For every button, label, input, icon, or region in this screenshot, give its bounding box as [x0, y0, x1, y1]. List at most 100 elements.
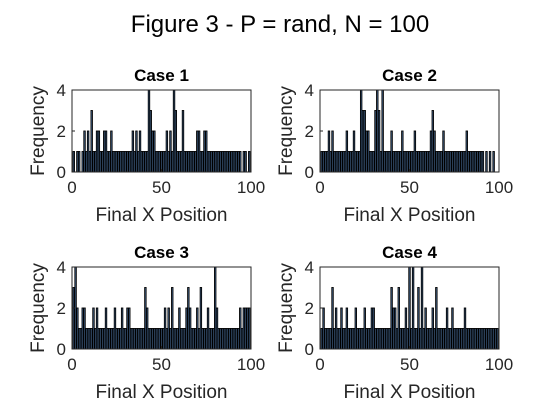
histogram-bar	[110, 130, 113, 173]
histogram-bar	[465, 328, 468, 350]
histogram-bar	[436, 328, 440, 350]
histogram-bar	[115, 328, 118, 350]
histogram-bar	[219, 151, 222, 173]
histogram-bar	[244, 307, 247, 350]
histogram-bar	[158, 151, 161, 173]
histogram-bar	[217, 151, 220, 173]
histogram-bar	[343, 151, 347, 173]
histogram-bar	[404, 151, 408, 173]
histogram-bar	[436, 151, 440, 173]
histogram-bar	[467, 151, 470, 173]
histogram-bar	[185, 307, 188, 350]
histogram-bar	[358, 328, 361, 350]
histogram-bar	[392, 151, 395, 173]
histogram-bar	[94, 151, 97, 173]
histogram-bar	[327, 328, 331, 350]
histogram-bar	[162, 328, 165, 350]
histogram-bar	[336, 151, 340, 173]
histogram-bar	[178, 307, 181, 350]
histogram-bar	[224, 151, 228, 173]
histogram-bar	[113, 151, 117, 173]
histogram-bar	[74, 266, 77, 350]
histogram-bar	[417, 151, 420, 173]
histogram-bar	[126, 151, 129, 173]
histogram-bar	[474, 328, 477, 350]
histogram-bar	[147, 328, 151, 350]
x-tick-label: 0	[67, 355, 76, 374]
histogram-bar	[77, 151, 81, 173]
y-axis-label: Frequency	[28, 263, 49, 353]
histogram-bar	[197, 328, 201, 350]
y-tick-label: 2	[57, 299, 66, 318]
histogram-bar	[363, 110, 366, 173]
histogram-bar	[370, 151, 374, 173]
x-tick-label: 50	[152, 355, 171, 374]
subplot-title: Case 4	[382, 243, 437, 262]
subplot-title: Case 3	[134, 243, 189, 262]
histogram-bar	[420, 266, 424, 350]
histogram-bar	[119, 151, 122, 173]
histogram-bar	[395, 151, 399, 173]
histogram-bar	[140, 151, 144, 173]
histogram-bar	[163, 151, 167, 173]
histogram-bar	[399, 151, 402, 173]
histogram-bar	[181, 110, 185, 173]
histogram-bar	[92, 307, 95, 350]
histogram-bar	[180, 151, 183, 173]
histogram-bar	[381, 328, 384, 350]
histogram-bar	[383, 328, 386, 350]
figure-title: Figure 3 - P = rand, N = 100	[131, 11, 429, 38]
histogram-bar	[454, 151, 458, 173]
histogram-bar	[135, 328, 138, 350]
x-axis-label: Final X Position	[343, 205, 475, 226]
histogram-bar	[154, 328, 158, 350]
histogram-bar	[108, 151, 111, 173]
histogram-bar	[379, 151, 383, 173]
histogram-bar	[433, 328, 436, 350]
histogram-bar	[103, 328, 106, 350]
histogram-bar	[485, 151, 488, 173]
histogram-bar	[81, 307, 84, 350]
x-axis-label: Final X Position	[343, 382, 475, 403]
histogram-bar	[426, 151, 429, 173]
x-tick-label: 100	[237, 178, 265, 197]
histogram-bar	[201, 151, 204, 173]
histogram-bar	[462, 151, 465, 173]
histogram-bar	[233, 151, 237, 173]
histogram-bar	[169, 328, 172, 350]
histogram-bar	[235, 151, 238, 173]
histogram-bar	[206, 307, 210, 350]
subplot-case-4: 0 50 100 0 2 4 Case 4 Final X Position Frequency	[276, 243, 513, 403]
histogram-bar	[113, 307, 117, 350]
histogram-bar	[347, 328, 350, 350]
histogram-bar	[205, 130, 208, 173]
histogram-bar	[176, 328, 179, 350]
histogram-bar	[453, 328, 456, 350]
histogram-bar	[138, 130, 142, 173]
histogram-bar	[210, 151, 213, 173]
histogram-bar	[488, 151, 492, 173]
x-tick-label: 0	[315, 355, 324, 374]
histogram-bar	[145, 307, 149, 350]
histogram-bar	[222, 151, 226, 173]
y-tick-label: 4	[57, 81, 66, 100]
histogram-bar	[402, 151, 406, 173]
histogram-bar	[406, 328, 409, 350]
subplot-title: Case 2	[382, 66, 437, 85]
histogram-bar	[205, 328, 208, 350]
histogram-bar	[137, 151, 140, 173]
histogram-bar	[372, 307, 375, 350]
histogram-bar	[385, 328, 388, 350]
histogram-bar	[83, 130, 86, 173]
histogram-bar	[120, 307, 124, 350]
histogram-bar	[172, 328, 176, 350]
histogram-bar	[128, 307, 131, 350]
histogram-bar	[401, 328, 404, 350]
histogram-bar	[147, 89, 151, 173]
histogram-bar	[85, 328, 88, 350]
histogram-bar	[120, 151, 124, 173]
x-tick-label: 0	[315, 178, 324, 197]
histogram-bar	[456, 151, 460, 173]
histogram-bar	[165, 130, 169, 173]
